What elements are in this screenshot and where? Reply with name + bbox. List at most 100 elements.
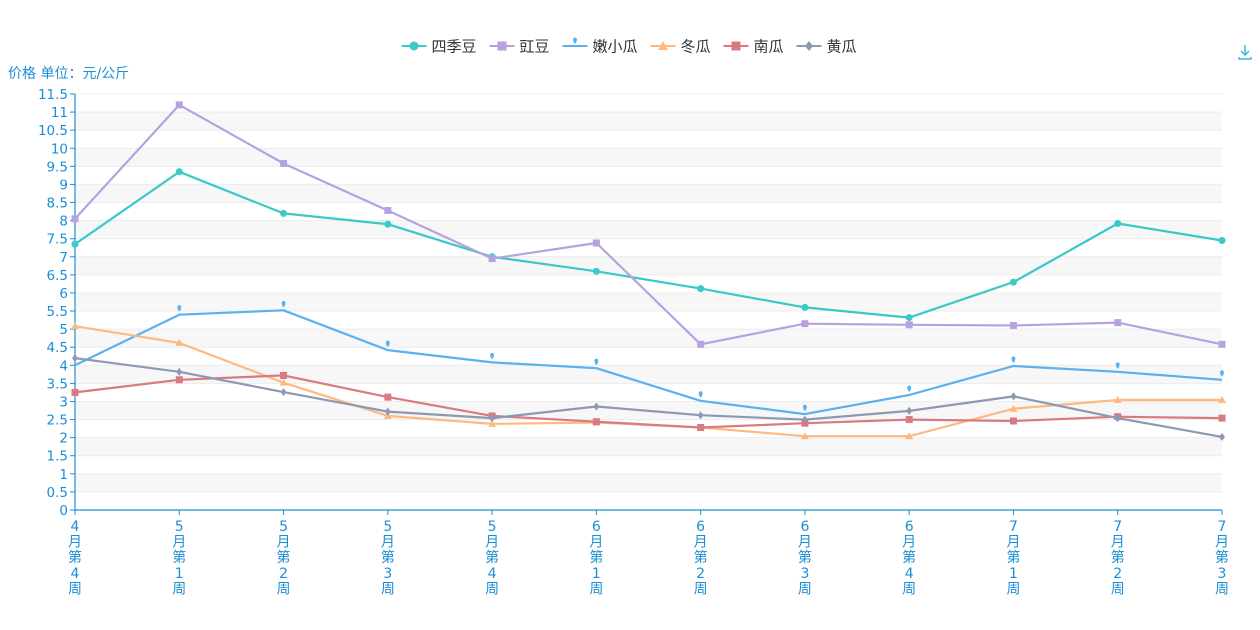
legend-marker[interactable] (409, 41, 419, 51)
data-point[interactable] (1115, 362, 1120, 369)
data-point[interactable] (801, 303, 809, 311)
series-line (74, 309, 1223, 416)
y-tick-label: 10.5 (38, 123, 68, 139)
data-point[interactable] (1218, 237, 1226, 245)
data-point[interactable] (1011, 356, 1016, 364)
grid-band (75, 256, 1222, 275)
data-point[interactable] (1114, 220, 1122, 228)
legend-marker[interactable] (497, 41, 507, 51)
legend-marker[interactable] (731, 41, 741, 51)
data-point[interactable] (71, 240, 79, 248)
legend-marker[interactable] (658, 41, 668, 50)
y-tick-label: 5.5 (47, 304, 68, 320)
data-point[interactable] (1113, 396, 1122, 404)
data-point[interactable] (176, 367, 183, 376)
series-layer (71, 101, 1226, 441)
x-tick-label: 5 月第 4 周 (485, 519, 499, 597)
grid-band (75, 365, 1222, 384)
data-point[interactable] (384, 393, 392, 401)
grid (75, 93, 1222, 511)
legend-marker[interactable] (805, 41, 813, 51)
download-icon[interactable] (1238, 45, 1252, 60)
data-point[interactable] (175, 338, 184, 346)
data-point[interactable] (802, 404, 807, 412)
grid-band (75, 220, 1222, 239)
data-point[interactable] (592, 239, 600, 247)
data-point[interactable] (697, 424, 705, 432)
data-point[interactable] (1218, 396, 1226, 404)
data-point[interactable] (592, 418, 600, 426)
data-point[interactable] (280, 371, 288, 379)
data-point[interactable] (1219, 432, 1225, 441)
legend[interactable]: 四季豆 豇豆 嫩小瓜 冬瓜 南瓜 黄瓜 (401, 37, 857, 56)
data-point[interactable] (488, 255, 496, 263)
data-point[interactable] (905, 321, 913, 329)
data-point[interactable] (1114, 414, 1121, 423)
data-point[interactable] (384, 407, 391, 416)
y-tick-label: 4 (59, 358, 68, 374)
data-point[interactable] (800, 432, 809, 440)
data-point[interactable] (175, 376, 183, 384)
data-point[interactable] (490, 352, 495, 360)
data-point[interactable] (488, 419, 497, 427)
data-point[interactable] (697, 411, 704, 420)
data-point[interactable] (279, 378, 288, 386)
data-point[interactable] (594, 358, 599, 366)
data-point[interactable] (385, 340, 390, 348)
data-point[interactable] (175, 168, 183, 176)
data-point[interactable] (280, 209, 288, 217)
data-point[interactable] (281, 300, 286, 308)
data-point[interactable] (1009, 417, 1017, 425)
data-point[interactable] (905, 314, 913, 322)
x-tick-label: 7 月第 2 周 (1111, 519, 1125, 597)
data-point[interactable] (489, 414, 496, 423)
series-line (74, 103, 1223, 346)
data-point[interactable] (592, 267, 600, 275)
data-point[interactable] (801, 415, 808, 424)
legend-item[interactable]: 嫩小瓜 (562, 37, 638, 56)
data-point[interactable] (71, 322, 79, 330)
data-point[interactable] (593, 402, 600, 411)
data-point[interactable] (384, 206, 392, 214)
data-point[interactable] (71, 388, 79, 396)
data-point[interactable] (175, 101, 183, 109)
legend-label: 四季豆 (432, 38, 477, 56)
legend-item[interactable]: 四季豆 (401, 38, 477, 56)
data-point[interactable] (697, 340, 705, 348)
x-tick-label: 6 月第 1 周 (589, 519, 603, 597)
data-point[interactable] (801, 320, 809, 328)
data-point[interactable] (280, 159, 288, 167)
data-point[interactable] (1218, 340, 1226, 348)
grid-band (75, 437, 1222, 456)
data-point[interactable] (697, 285, 705, 293)
data-point[interactable] (1009, 322, 1017, 330)
legend-item[interactable]: 冬瓜 (650, 38, 711, 56)
legend-item[interactable]: 南瓜 (723, 38, 784, 56)
grid-band (75, 112, 1222, 131)
data-point[interactable] (1220, 370, 1224, 377)
data-point[interactable] (906, 406, 913, 415)
data-point[interactable] (1218, 414, 1226, 422)
legend-item[interactable]: 豇豆 (489, 38, 550, 56)
data-point[interactable] (280, 388, 287, 397)
data-point[interactable] (72, 354, 78, 363)
data-point[interactable] (905, 432, 914, 440)
data-point[interactable] (71, 215, 79, 223)
data-point[interactable] (1009, 278, 1017, 286)
y-tick-label: 5 (59, 322, 68, 338)
data-point[interactable] (384, 220, 392, 228)
data-point[interactable] (905, 416, 913, 424)
data-point[interactable] (177, 305, 182, 312)
y-tick-label: 2 (59, 431, 68, 447)
x-tick-label: 5 月第 2 周 (277, 519, 291, 597)
legend-item[interactable]: 黄瓜 (796, 38, 857, 56)
data-point[interactable] (1114, 319, 1122, 327)
data-point[interactable] (698, 391, 703, 398)
legend-marker[interactable] (573, 37, 577, 45)
x-tick-label: 7 月第 1 周 (1006, 519, 1020, 597)
y-tick-label: 1.5 (47, 449, 68, 465)
data-point[interactable] (907, 385, 912, 392)
data-point[interactable] (1009, 404, 1018, 412)
y-tick-label: 7.5 (47, 232, 68, 248)
data-point[interactable] (1010, 392, 1017, 401)
